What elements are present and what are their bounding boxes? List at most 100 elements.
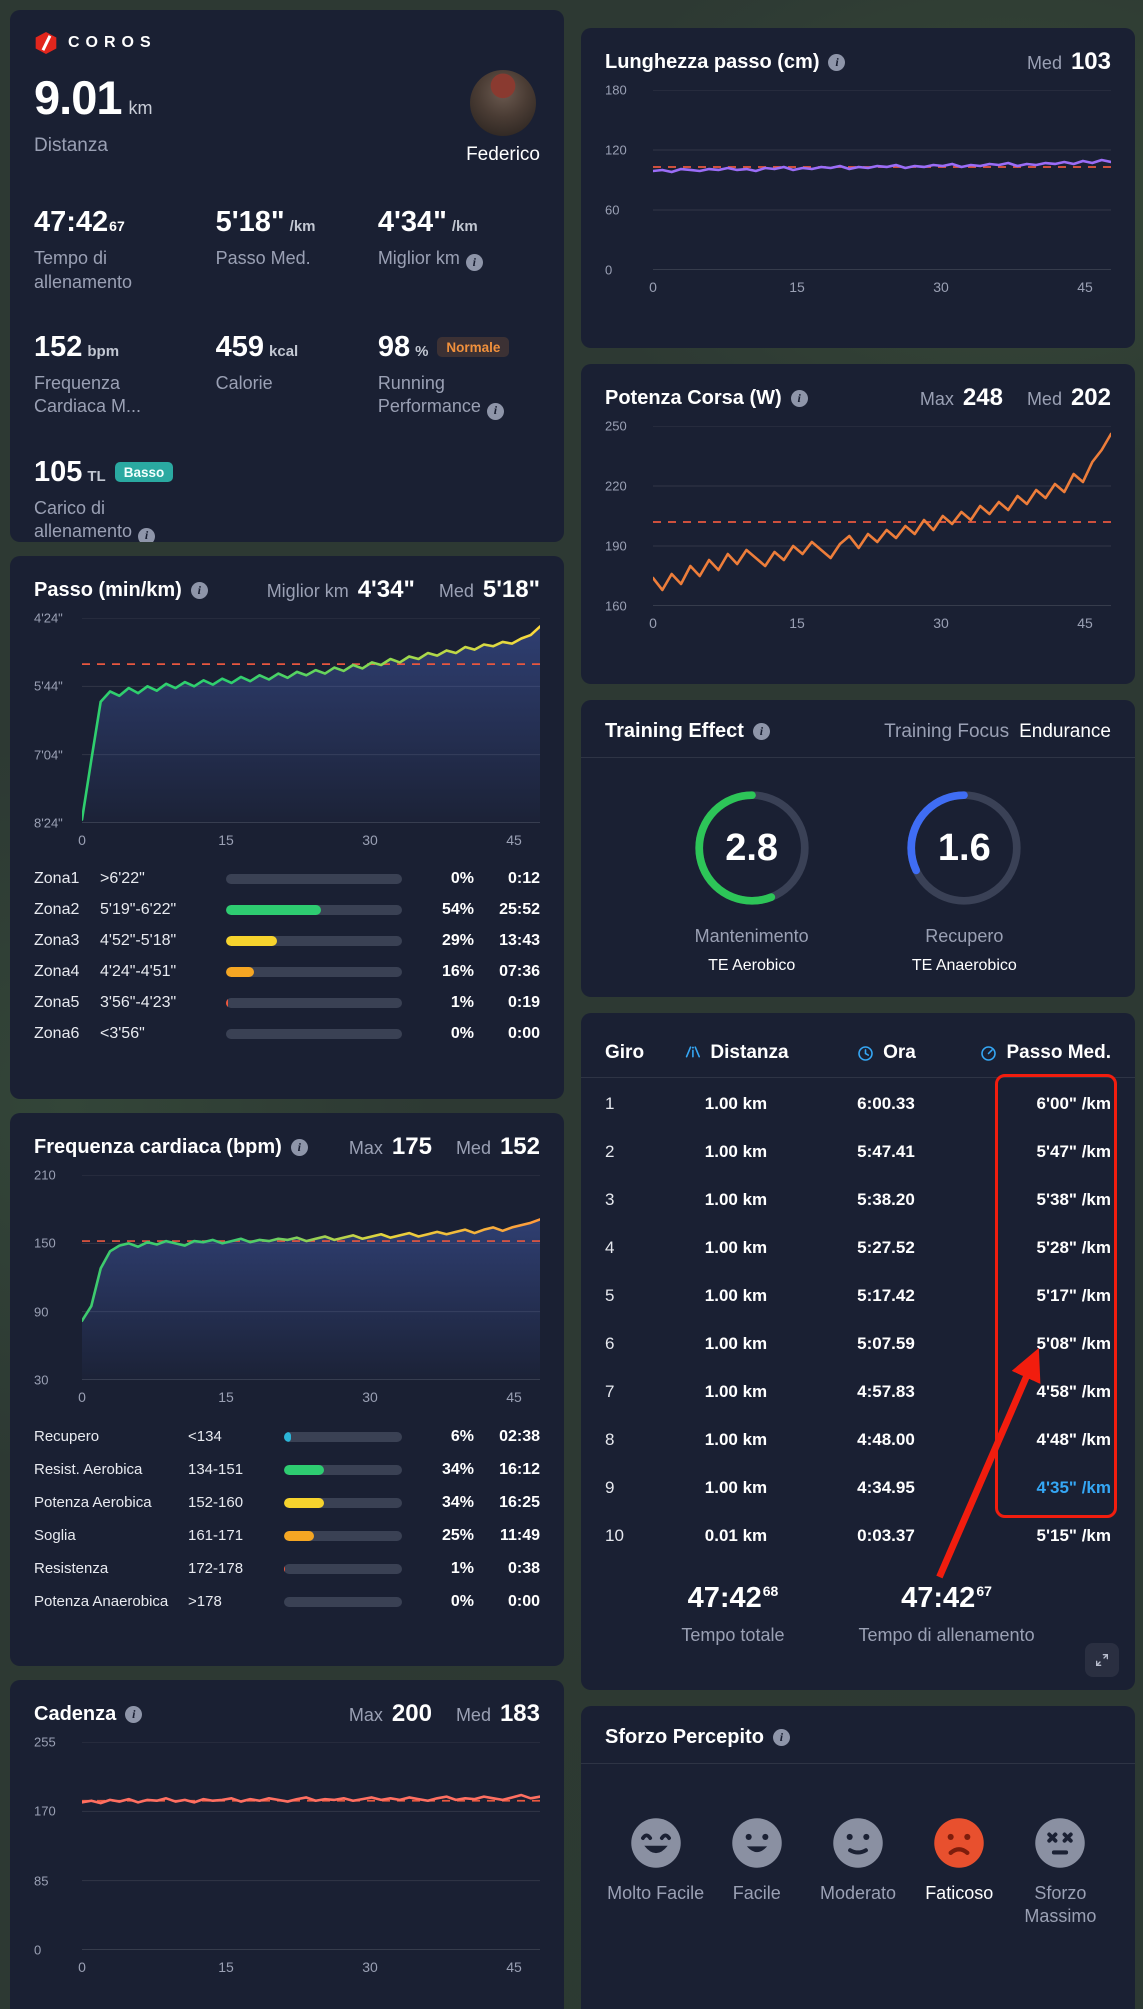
effort-option-moderato[interactable]: Moderato bbox=[807, 1816, 908, 1927]
stat-value: 5'18"/km bbox=[216, 206, 378, 239]
header-stat-label: Max bbox=[348, 1705, 383, 1725]
distance-value: 9.01 bbox=[34, 71, 122, 124]
zone-bar bbox=[226, 904, 402, 915]
lap-row[interactable]: 10 0.01 km 0:03.37 5'15" /km bbox=[581, 1512, 1135, 1560]
strained-face-icon bbox=[932, 1816, 986, 1870]
laps-table-header: Giro Distanza Ora Passo Med. bbox=[605, 1033, 1111, 1073]
zone-row: Recupero <134 6% 02:38 bbox=[34, 1420, 540, 1453]
header-stat-value: 103 bbox=[1070, 48, 1111, 75]
lap-distance: 1.00 km bbox=[704, 1478, 768, 1497]
cadence-chart[interactable]: 255 170 85 0 0 15 30 45 bbox=[34, 1735, 540, 1976]
effort-option-molto-facile[interactable]: Molto Facile bbox=[605, 1816, 706, 1927]
zone-time: 11:49 bbox=[499, 1526, 540, 1544]
chart-y-axis: 4'24" 5'44" 7'04" 8'24" bbox=[34, 610, 63, 831]
info-icon[interactable]: i bbox=[465, 254, 483, 272]
card-header-stats: Max 175 Med 152 bbox=[325, 1133, 540, 1161]
pace-card-header: Passo (min/km) i Miglior km 4'34" Med 5'18" bbox=[34, 576, 540, 604]
header-stat: Med 152 bbox=[456, 1133, 540, 1161]
expand-button[interactable] bbox=[1085, 1643, 1119, 1677]
lap-row[interactable]: 5 1.00 km 5:17.42 5'17" /km bbox=[581, 1272, 1135, 1320]
zone-bar-fill bbox=[226, 997, 228, 1008]
lap-row[interactable]: 6 1.00 km 5:07.59 5'08" /km bbox=[581, 1320, 1135, 1368]
info-icon[interactable]: i bbox=[752, 723, 770, 740]
zone-range: 4'24"-4'51" bbox=[100, 962, 177, 980]
info-icon[interactable]: i bbox=[772, 1729, 790, 1746]
card-title-text: Training Effect bbox=[605, 720, 744, 742]
lap-row[interactable]: 7 1.00 km 4:57.83 4'58" /km bbox=[581, 1368, 1135, 1416]
card-title-text: Lunghezza passo (cm) bbox=[605, 50, 820, 73]
effort-option-facile[interactable]: Facile bbox=[706, 1816, 807, 1927]
zone-bar bbox=[284, 1596, 402, 1607]
header-stat: Med 183 bbox=[456, 1700, 540, 1728]
info-icon[interactable]: i bbox=[290, 1138, 308, 1156]
lap-totals: 47:4268 Tempo totale 47:4267 Tempo di al… bbox=[605, 1582, 1111, 1646]
zone-range: 134-151 bbox=[188, 1461, 244, 1478]
effort-option-sforzo-massimo[interactable]: Sforzo Massimo bbox=[1010, 1816, 1111, 1927]
info-icon[interactable]: i bbox=[486, 402, 504, 420]
stat-value-unit: kcal bbox=[269, 342, 299, 360]
avatar[interactable] bbox=[470, 70, 536, 136]
zone-range: 5'19"-6'22" bbox=[100, 900, 177, 918]
stat-item: 5'18"/km Passo Med.i bbox=[216, 206, 378, 295]
zone-range: 3'56"-4'23" bbox=[100, 993, 177, 1011]
lap-pace: 5'38" /km bbox=[1036, 1190, 1111, 1209]
heart-rate-chart[interactable]: 210 150 90 30 0 15 30 45 bbox=[34, 1168, 540, 1406]
stat-label-text: Miglior km bbox=[377, 248, 460, 268]
lap-row[interactable]: 4 1.00 km 5:27.52 5'28" /km bbox=[581, 1224, 1135, 1272]
card-title-text: Potenza Corsa (W) bbox=[605, 386, 782, 409]
chart-plot bbox=[82, 1175, 540, 1380]
zone-row: Resistenza 172-178 1% 0:38 bbox=[34, 1552, 540, 1585]
zone-percent: 34% bbox=[441, 1460, 474, 1478]
stat-label-text: Carico di allenamento bbox=[34, 497, 133, 542]
stat-value-superscript: 67 bbox=[109, 218, 125, 234]
zone-bar bbox=[284, 1431, 402, 1442]
lap-row[interactable]: 1 1.00 km 6:00.33 6'00" /km bbox=[581, 1080, 1135, 1128]
header-stat-label: Med bbox=[455, 1705, 491, 1725]
effort-option-faticoso-selected[interactable]: Faticoso bbox=[909, 1816, 1010, 1927]
zone-percent: 34% bbox=[441, 1493, 474, 1511]
card-title-text: Frequenza cardiaca (bpm) bbox=[34, 1135, 282, 1158]
header-stat-label: Med bbox=[1026, 53, 1062, 73]
dizzy-face-icon bbox=[1033, 1816, 1087, 1870]
distance-unit: km bbox=[128, 98, 153, 118]
zone-time: 0:12 bbox=[507, 869, 540, 887]
zone-row: Soglia 161-171 25% 11:49 bbox=[34, 1519, 540, 1552]
lap-row[interactable]: 8 1.00 km 4:48.00 4'48" /km bbox=[581, 1416, 1135, 1464]
zone-name: Zona2 bbox=[34, 900, 80, 918]
info-icon[interactable]: i bbox=[125, 1705, 143, 1723]
lap-pace: 6'00" /km bbox=[1036, 1094, 1111, 1113]
pace-chart[interactable]: 4'24" 5'44" 7'04" 8'24" 0 15 30 45 bbox=[34, 610, 540, 849]
info-icon[interactable]: i bbox=[790, 389, 808, 407]
card-title-text: Cadenza bbox=[34, 1702, 117, 1725]
lap-pace: 5'47" /km bbox=[1036, 1142, 1111, 1161]
stride-length-card: Lunghezza passo (cm) i Med 103 180 120 60 0 … bbox=[581, 28, 1135, 348]
zone-range: 172-178 bbox=[188, 1560, 244, 1577]
zone-range: 152-160 bbox=[188, 1494, 244, 1511]
zone-range: <134 bbox=[188, 1428, 222, 1445]
lap-row[interactable]: 9 1.00 km 4:34.95 4'35" /km bbox=[581, 1464, 1135, 1512]
info-icon[interactable]: i bbox=[828, 53, 846, 71]
stride-chart[interactable]: 180 120 60 0 0 15 30 45 bbox=[605, 83, 1111, 296]
zone-bar-fill bbox=[226, 966, 255, 977]
stat-value-unit: bpm bbox=[87, 342, 120, 360]
lap-row[interactable]: 3 1.00 km 5:38.20 5'38" /km bbox=[581, 1176, 1135, 1224]
chart-x-axis: 0 15 30 45 bbox=[78, 1389, 522, 1405]
lap-time: 4:57.83 bbox=[857, 1382, 915, 1401]
stat-value-unit: /km bbox=[289, 218, 316, 235]
zone-bar bbox=[284, 1530, 402, 1541]
stat-value-unit: /km bbox=[451, 218, 478, 235]
power-chart[interactable]: 250 220 190 160 0 15 30 45 bbox=[605, 419, 1111, 632]
lap-number: 1 bbox=[605, 1094, 615, 1113]
info-icon[interactable]: i bbox=[138, 527, 156, 542]
stat-label: Carico di allenamento i bbox=[34, 497, 186, 542]
zone-percent: 54% bbox=[441, 900, 474, 918]
user-name: Federico bbox=[466, 144, 540, 165]
lap-row[interactable]: 2 1.00 km 5:47.41 5'47" /km bbox=[581, 1128, 1135, 1176]
clock-icon bbox=[858, 1045, 873, 1061]
zone-name: Zona1 bbox=[34, 869, 80, 887]
stat-value: 4'34"/km bbox=[378, 206, 540, 239]
info-icon[interactable]: i bbox=[190, 581, 208, 599]
stat-value: 105 TL Basso bbox=[34, 456, 216, 489]
heart-rate-card: Frequenza cardiaca (bpm) i Max 175 Med 152 … bbox=[10, 1113, 564, 1666]
total-stat: 47:4267 Tempo di allenamento bbox=[858, 1582, 1034, 1646]
